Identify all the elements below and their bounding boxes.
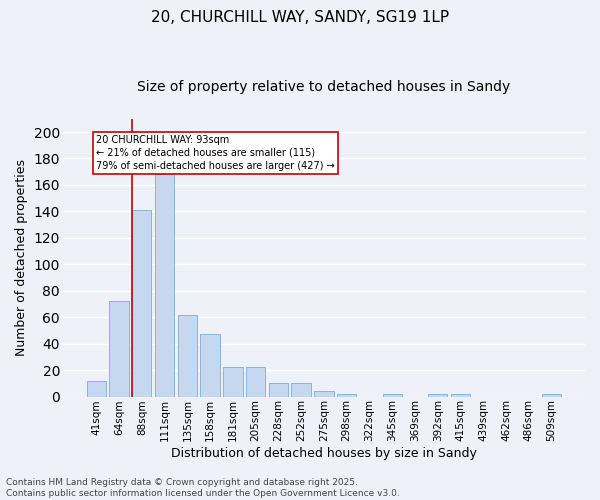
Text: Contains HM Land Registry data © Crown copyright and database right 2025.
Contai: Contains HM Land Registry data © Crown c…: [6, 478, 400, 498]
Bar: [269, 384, 288, 396]
Bar: [314, 392, 334, 396]
Bar: [109, 302, 128, 396]
Bar: [428, 394, 448, 396]
X-axis label: Distribution of detached houses by size in Sandy: Distribution of detached houses by size …: [171, 447, 477, 460]
Bar: [246, 368, 265, 396]
Bar: [451, 394, 470, 396]
Bar: [223, 368, 242, 396]
Bar: [155, 174, 174, 396]
Bar: [200, 334, 220, 396]
Text: 20, CHURCHILL WAY, SANDY, SG19 1LP: 20, CHURCHILL WAY, SANDY, SG19 1LP: [151, 10, 449, 25]
Y-axis label: Number of detached properties: Number of detached properties: [15, 159, 28, 356]
Bar: [337, 394, 356, 396]
Bar: [86, 380, 106, 396]
Bar: [178, 314, 197, 396]
Bar: [132, 210, 151, 396]
Text: 20 CHURCHILL WAY: 93sqm
← 21% of detached houses are smaller (115)
79% of semi-d: 20 CHURCHILL WAY: 93sqm ← 21% of detache…: [96, 134, 335, 171]
Title: Size of property relative to detached houses in Sandy: Size of property relative to detached ho…: [137, 80, 511, 94]
Bar: [383, 394, 402, 396]
Bar: [542, 394, 561, 396]
Bar: [292, 384, 311, 396]
